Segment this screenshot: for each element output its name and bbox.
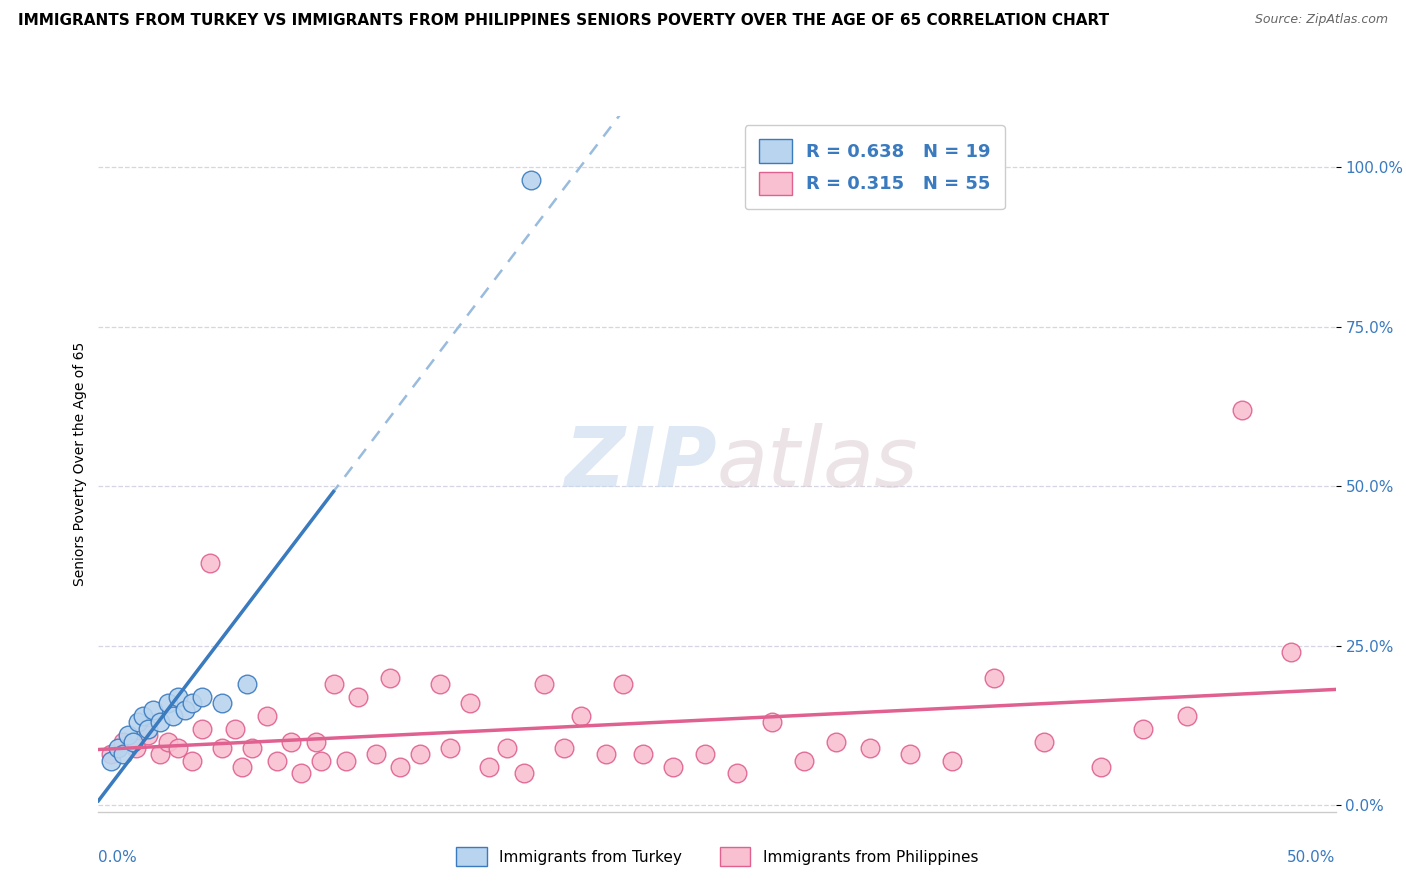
Point: [280, 734, 302, 748]
Point: [793, 754, 815, 768]
Point: [112, 734, 135, 748]
Point: [211, 696, 233, 710]
Point: [305, 734, 328, 748]
Point: [553, 740, 575, 755]
Point: [266, 754, 288, 768]
Point: [107, 740, 129, 755]
Point: [174, 703, 197, 717]
Point: [224, 722, 246, 736]
Point: [149, 715, 172, 730]
Text: IMMIGRANTS FROM TURKEY VS IMMIGRANTS FROM PHILIPPINES SENIORS POVERTY OVER THE A: IMMIGRANTS FROM TURKEY VS IMMIGRANTS FRO…: [18, 13, 1109, 29]
Point: [725, 766, 748, 780]
Point: [100, 754, 122, 768]
Point: [191, 690, 214, 704]
Point: [236, 677, 259, 691]
Point: [824, 734, 846, 748]
Point: [198, 556, 221, 570]
Point: [898, 747, 921, 762]
Y-axis label: Seniors Poverty Over the Age of 65: Seniors Poverty Over the Age of 65: [73, 342, 87, 586]
Point: [1279, 645, 1302, 659]
Point: [409, 747, 432, 762]
Text: ZIP: ZIP: [564, 424, 717, 504]
Point: [117, 728, 139, 742]
Text: atlas: atlas: [717, 424, 918, 504]
Point: [149, 747, 172, 762]
Point: [136, 722, 159, 736]
Point: [478, 760, 501, 774]
Point: [761, 715, 783, 730]
Legend: Immigrants from Turkey, Immigrants from Philippines: Immigrants from Turkey, Immigrants from …: [449, 839, 986, 873]
Point: [181, 696, 204, 710]
Point: [211, 740, 233, 755]
Point: [612, 677, 634, 691]
Point: [347, 690, 370, 704]
Point: [166, 740, 188, 755]
Point: [429, 677, 451, 691]
Point: [458, 696, 481, 710]
Point: [533, 677, 555, 691]
Point: [162, 709, 184, 723]
Point: [569, 709, 592, 723]
Point: [127, 715, 149, 730]
Point: [495, 740, 517, 755]
Point: [364, 747, 387, 762]
Point: [439, 740, 461, 755]
Point: [859, 740, 882, 755]
Point: [595, 747, 617, 762]
Point: [136, 728, 159, 742]
Text: 50.0%: 50.0%: [1288, 850, 1336, 865]
Point: [322, 677, 344, 691]
Point: [166, 690, 188, 704]
Point: [1230, 402, 1253, 417]
Point: [156, 734, 179, 748]
Point: [983, 671, 1005, 685]
Point: [240, 740, 263, 755]
Point: [309, 754, 332, 768]
Point: [1032, 734, 1054, 748]
Point: [941, 754, 963, 768]
Point: [1175, 709, 1198, 723]
Text: 0.0%: 0.0%: [98, 850, 138, 865]
Point: [380, 671, 402, 685]
Point: [513, 766, 536, 780]
Point: [693, 747, 716, 762]
Point: [335, 754, 357, 768]
Point: [112, 747, 135, 762]
Point: [191, 722, 214, 736]
Point: [1090, 760, 1112, 774]
Point: [389, 760, 412, 774]
Point: [142, 703, 165, 717]
Point: [132, 709, 155, 723]
Point: [256, 709, 278, 723]
Point: [1132, 722, 1154, 736]
Point: [122, 734, 145, 748]
Point: [181, 754, 204, 768]
Text: Source: ZipAtlas.com: Source: ZipAtlas.com: [1254, 13, 1388, 27]
Point: [231, 760, 253, 774]
Point: [631, 747, 654, 762]
Point: [520, 173, 543, 187]
Point: [290, 766, 312, 780]
Point: [100, 747, 122, 762]
Point: [661, 760, 683, 774]
Point: [156, 696, 179, 710]
Point: [124, 740, 146, 755]
